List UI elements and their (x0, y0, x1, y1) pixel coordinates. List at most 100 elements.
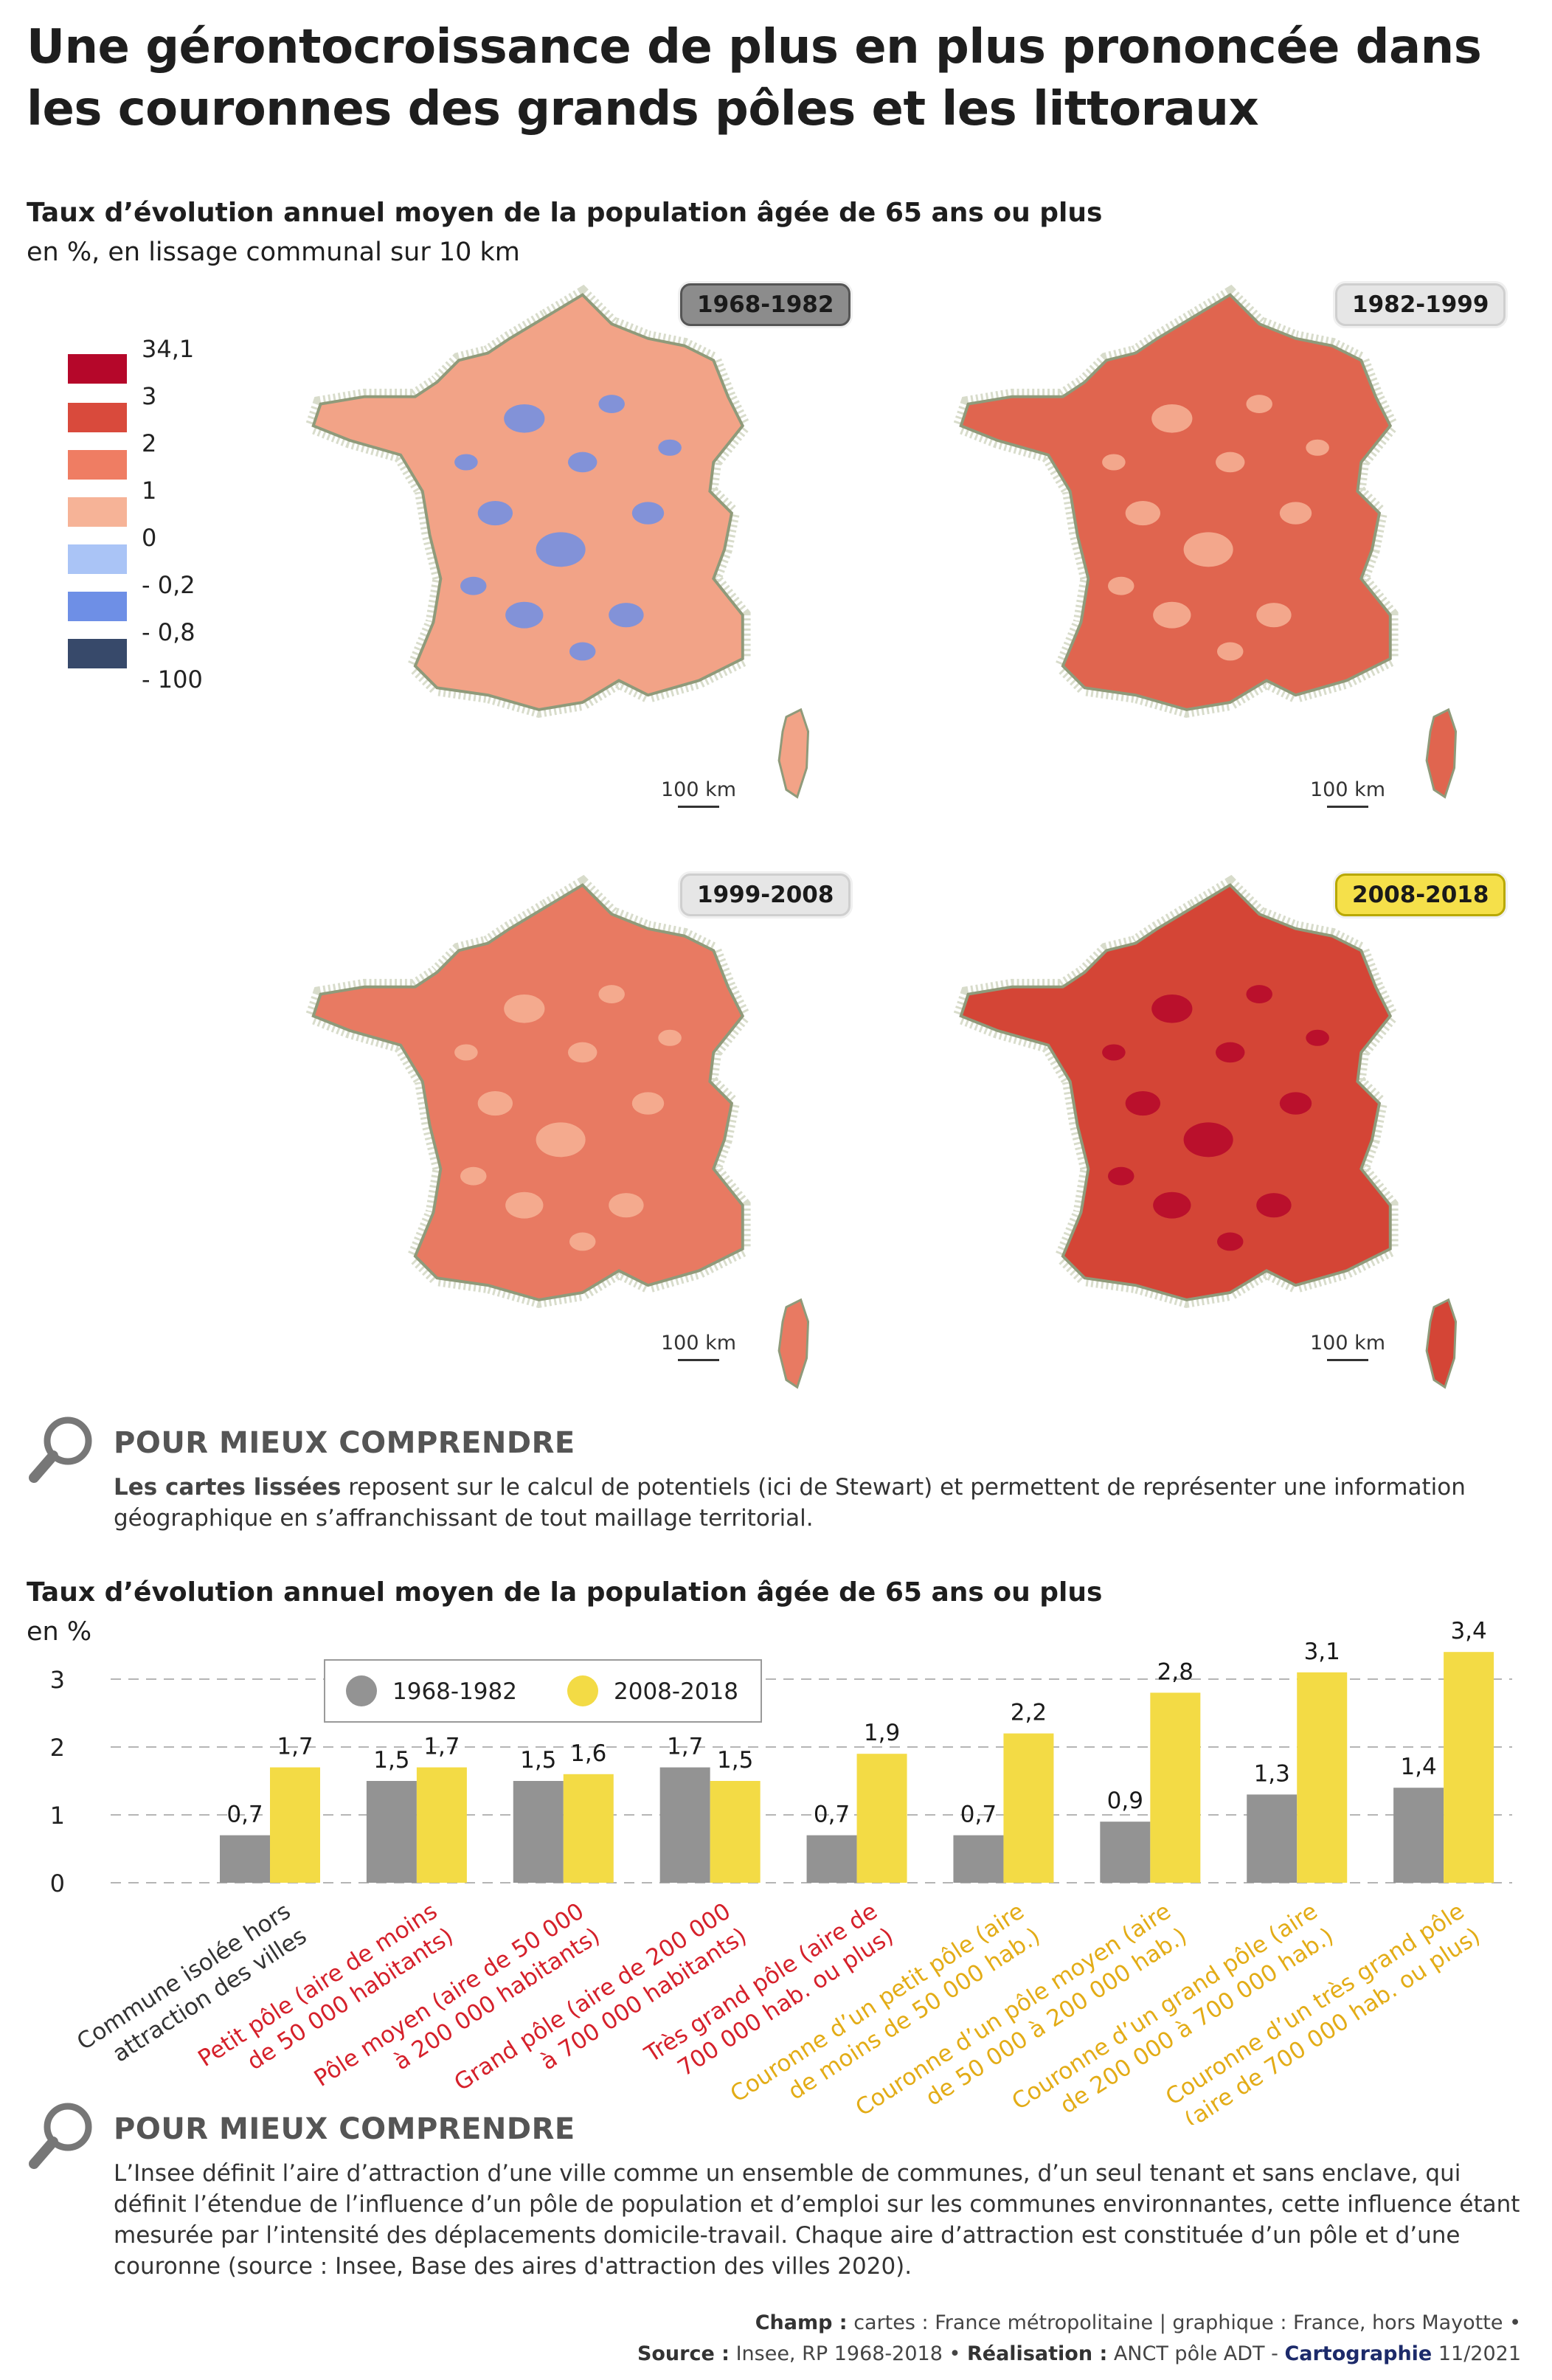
data-label: 1,5 (717, 1747, 753, 1774)
map-zone (1279, 502, 1312, 525)
map-zone (460, 576, 487, 595)
data-label: 1,7 (667, 1734, 703, 1760)
france-map (951, 874, 1458, 1389)
map-zone (568, 1042, 597, 1063)
y-tick-label: 0 (50, 1869, 65, 1898)
y-tick-label: 2 (50, 1734, 65, 1762)
map-zone (1151, 994, 1193, 1023)
legend-label: - 100 (142, 665, 203, 693)
map-zone (1216, 452, 1245, 473)
data-label: 1,7 (423, 1734, 460, 1760)
legend-label: 0 (142, 524, 157, 552)
chart-legend-box (324, 1659, 762, 1723)
legend-swatch-1 (68, 354, 127, 384)
legend-label: 34,1 (142, 335, 195, 363)
map-zone (1125, 1090, 1161, 1116)
data-label: 3,4 (1450, 1618, 1486, 1644)
scale-bar: 100 km (1310, 1332, 1385, 1361)
map-zone (1183, 1122, 1233, 1158)
map-zone (1153, 1191, 1191, 1219)
bar-2008-2018 (1297, 1672, 1348, 1883)
map-zone (568, 452, 597, 473)
map-zone (505, 1191, 544, 1219)
bar-1968-1982 (220, 1835, 270, 1883)
map-zone (504, 404, 545, 433)
map-zone (1216, 1232, 1244, 1251)
legend-swatch-3 (68, 450, 127, 480)
bar-1968-1982 (659, 1767, 710, 1883)
scale-bar: 100 km (661, 778, 736, 808)
legend-label: 2008-2018 (614, 1678, 738, 1705)
data-label: 3,1 (1304, 1639, 1340, 1665)
data-label: 0,7 (814, 1802, 850, 1828)
scale-bar: 100 km (661, 1332, 736, 1361)
france-map (303, 284, 810, 799)
y-tick-label: 1 (50, 1802, 65, 1830)
map-zone (1246, 985, 1272, 1003)
data-label: 2,2 (1011, 1700, 1047, 1726)
maps-title: Taux d’évolution annuel moyen de la popu… (27, 198, 1103, 228)
map-zone (1246, 395, 1272, 413)
legend-swatch-2 (68, 403, 127, 432)
data-label: 1,5 (520, 1747, 556, 1774)
period-badge: 2008-2018 (1335, 874, 1506, 916)
map-zone (1183, 532, 1233, 567)
map-zone (454, 1044, 478, 1061)
map-corsica (777, 1298, 810, 1389)
footer-source: Source : Insee, RP 1968-2018 • Réalisati… (637, 2342, 1521, 2365)
map-2008-2018 (950, 863, 1481, 1389)
data-label: 1,7 (277, 1734, 313, 1760)
bar-1968-1982 (513, 1781, 564, 1883)
data-label: 0,9 (1107, 1788, 1143, 1814)
map-zone (1306, 1029, 1329, 1046)
data-label: 2,8 (1157, 1658, 1194, 1685)
map-zone (504, 994, 545, 1023)
map-zone (477, 1090, 513, 1116)
data-label: 1,3 (1254, 1760, 1290, 1787)
map-1982-1999 (950, 273, 1481, 812)
map-zone (1306, 439, 1329, 456)
period-badge: 1999-2008 (680, 874, 851, 916)
legend-swatch-6 (68, 592, 127, 621)
bar-2008-2018 (1150, 1692, 1201, 1883)
map-zone (1125, 500, 1161, 526)
legend-marker (346, 1675, 377, 1706)
chart-title: Taux d’évolution annuel moyen de la popu… (27, 1577, 1103, 1608)
map-zone (658, 1029, 682, 1046)
bar-1968-1982 (806, 1835, 857, 1883)
bar-2008-2018 (856, 1754, 907, 1883)
info-heading: POUR MIEUX COMPRENDRE (114, 2112, 575, 2146)
bar-1968-1982 (953, 1835, 1004, 1883)
bar-2008-2018 (710, 1781, 761, 1883)
map-corsica (777, 708, 810, 799)
map-zone (569, 1232, 596, 1251)
legend-swatch-4 (68, 497, 127, 527)
data-label: 1,6 (570, 1740, 606, 1767)
footer-champ: Champ : cartes : France métropolitaine |… (755, 2311, 1521, 2334)
map-zone (1108, 1166, 1134, 1186)
map-zone (1102, 1044, 1126, 1061)
legend-label: 1 (142, 477, 157, 505)
france-map (951, 284, 1458, 799)
magnifier-icon (29, 2103, 92, 2169)
legend-marker (567, 1675, 598, 1706)
legend-label: 2 (142, 429, 157, 457)
map-zone (598, 395, 625, 413)
map-zone (454, 454, 478, 471)
map-zone (658, 439, 682, 456)
info-text: L’Insee définit l’aire d’attraction d’un… (114, 2160, 1520, 2280)
info-text: Les cartes lissées reposent sur le calcu… (114, 1474, 1466, 1532)
map-zone (631, 502, 665, 525)
map-zone (631, 1092, 665, 1115)
footer: Champ : cartes : France métropolitaine |… (637, 2308, 1521, 2370)
bar-2008-2018 (270, 1767, 320, 1883)
bar-1968-1982 (1247, 1794, 1298, 1883)
info-heading: POUR MIEUX COMPRENDRE (114, 1426, 575, 1460)
map-zone (1216, 1042, 1245, 1063)
map-zone (536, 1122, 586, 1158)
bar-2008-2018 (1444, 1652, 1494, 1883)
map-zone (1151, 404, 1193, 433)
legend-swatch-5 (68, 544, 127, 574)
data-label: 1,5 (373, 1747, 409, 1774)
